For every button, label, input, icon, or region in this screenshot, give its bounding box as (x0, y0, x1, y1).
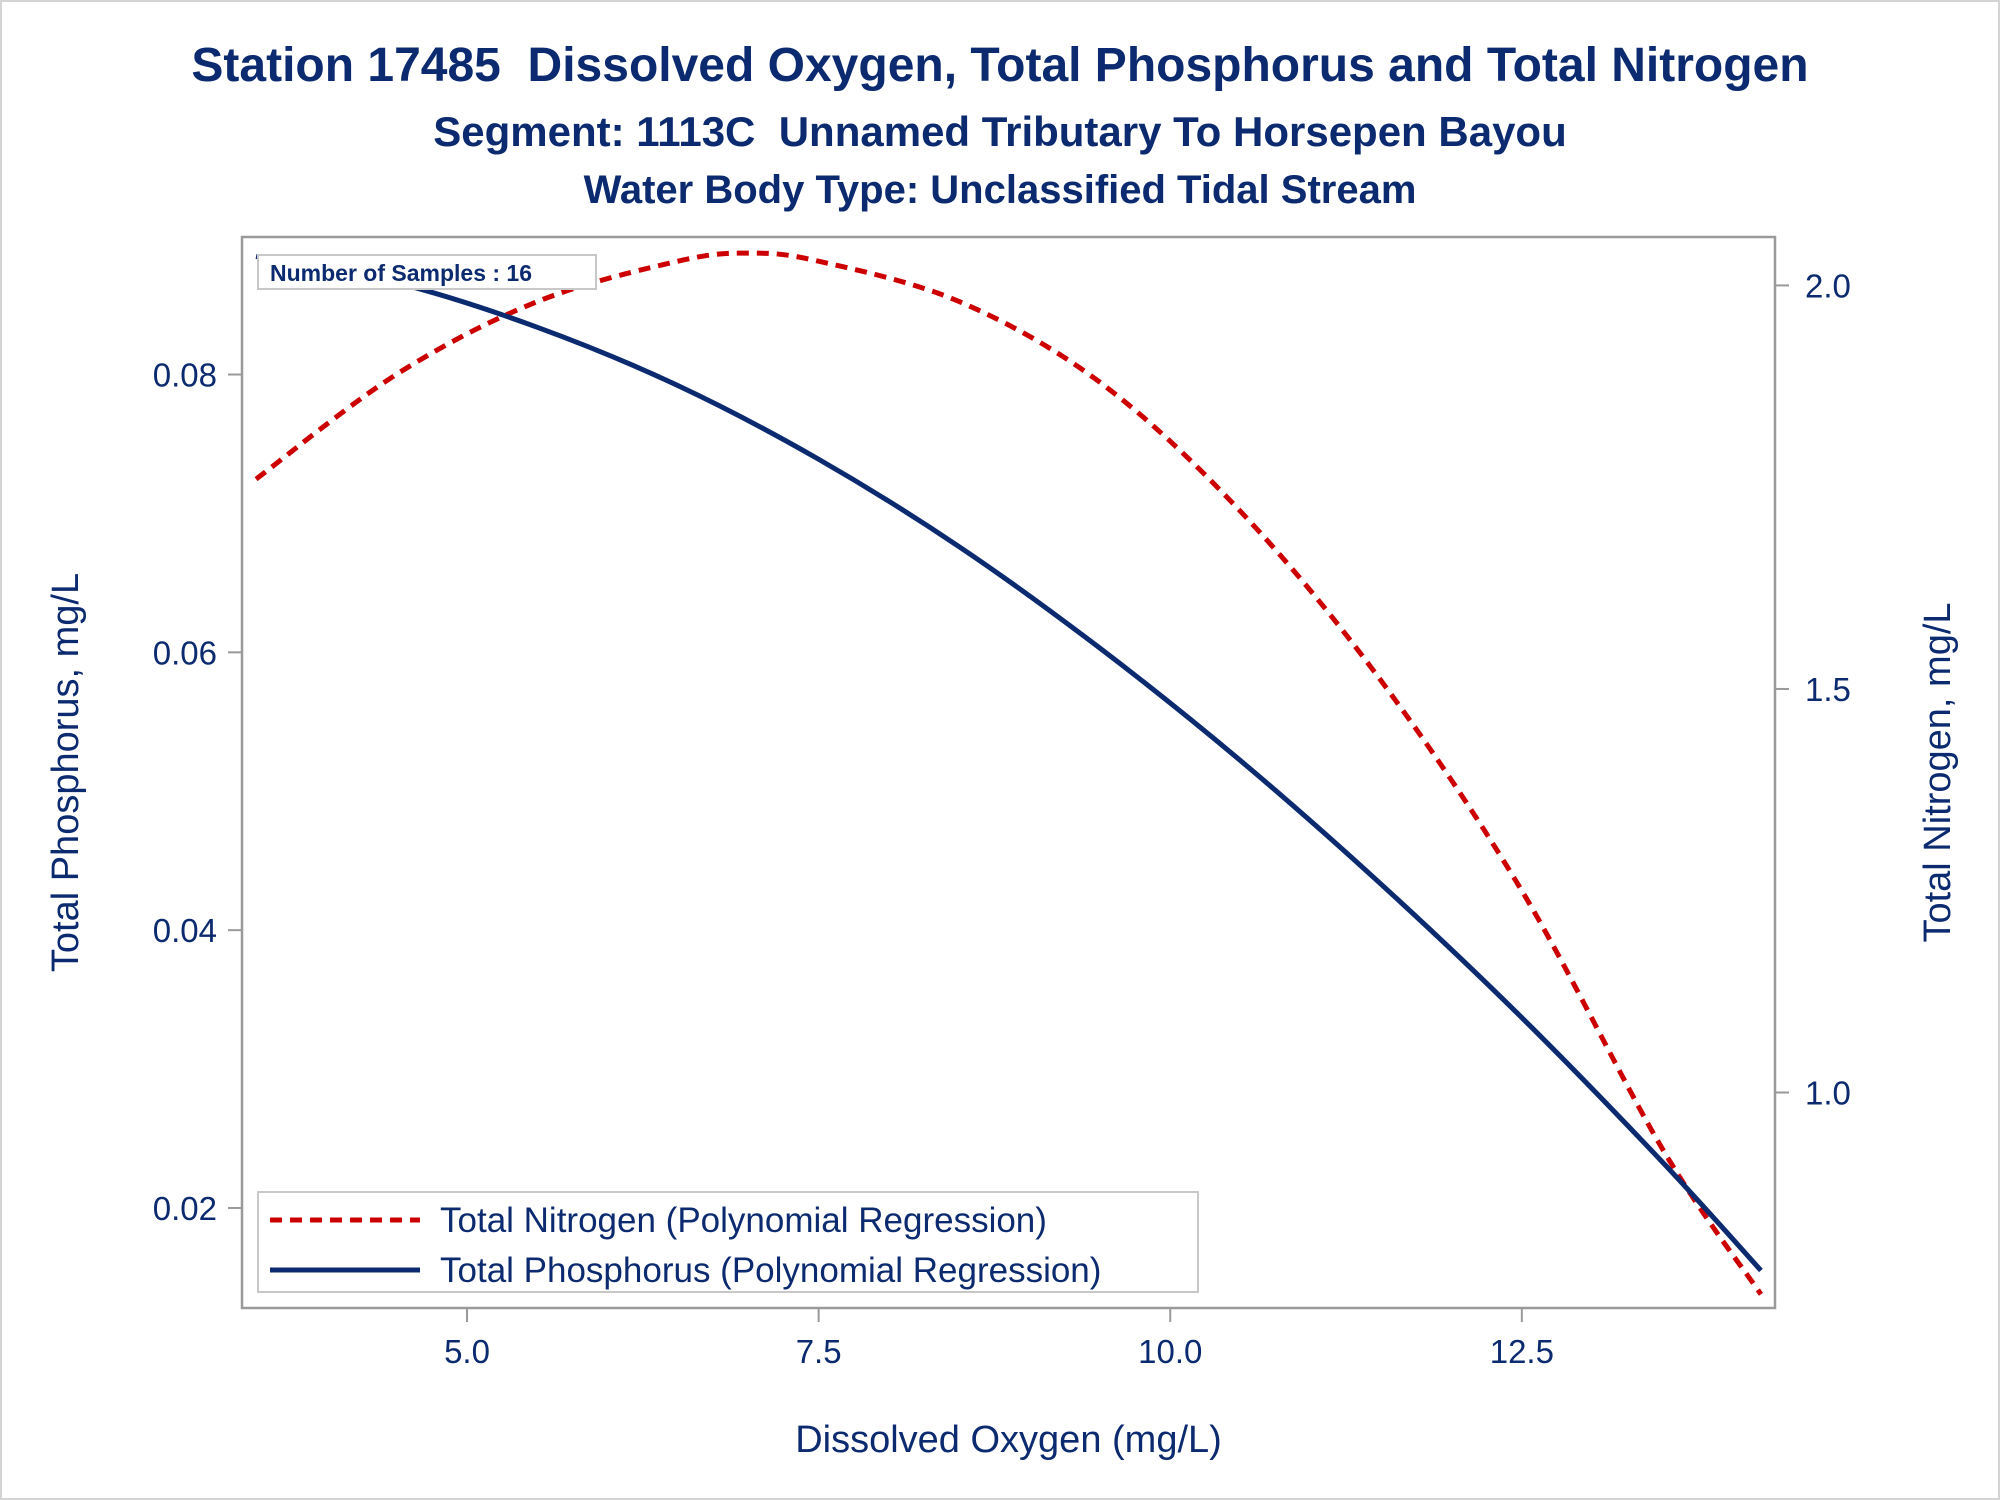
y2-axis-label: Total Nitrogen, mg/L (1917, 602, 1959, 942)
series-line-phosphorus (255, 253, 1763, 1273)
chart-subtitle-waterbody: Water Body Type: Unclassified Tidal Stre… (583, 168, 1417, 212)
y-axis-label: Total Phosphorus, mg/L (45, 573, 87, 972)
sample-count-label: Number of Samples : 16 (270, 260, 532, 286)
y-tick-label: 0.08 (153, 357, 217, 394)
x-tick-label: 12.5 (1490, 1333, 1554, 1370)
legend-label: Total Phosphorus (Polynomial Regression) (440, 1251, 1101, 1290)
x-tick-label: 5.0 (444, 1333, 490, 1370)
plot-area-frame (240, 235, 1777, 1310)
y2-tick-label: 2.0 (1805, 267, 1851, 304)
x-tick-label: 10.0 (1138, 1333, 1202, 1370)
legend-label: Total Nitrogen (Polynomial Regression) (440, 1201, 1047, 1240)
x-axis-label: Dissolved Oxygen (mg/L) (795, 1419, 1222, 1461)
x-tick-label: 7.5 (796, 1333, 842, 1370)
y-tick-label: 0.06 (153, 634, 217, 671)
chart-title: Station 17485 Dissolved Oxygen, Total Ph… (191, 39, 1809, 92)
chart-subtitle-segment: Segment: 1113C Unnamed Tributary To Hors… (433, 108, 1567, 155)
y2-tick-label: 1.0 (1805, 1075, 1851, 1112)
y-tick-label: 0.02 (153, 1190, 217, 1227)
sample-count-box (257, 254, 597, 290)
y-tick-label: 0.04 (153, 912, 217, 949)
series-line-nitrogen (254, 250, 1764, 1296)
y2-tick-label: 1.5 (1805, 671, 1851, 708)
legend-box (257, 1191, 1199, 1293)
